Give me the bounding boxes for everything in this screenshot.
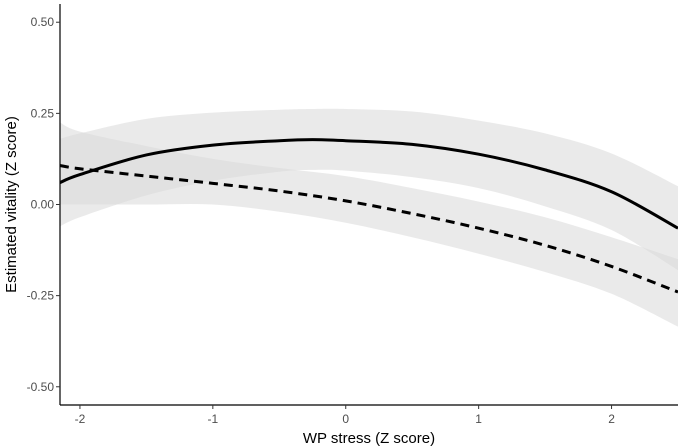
- ticks: -2 -1 0 1 2 -0.50 -0.25 0.00 0.25 0.50: [27, 15, 616, 426]
- confidence-band-1: [60, 108, 678, 271]
- x-tick-label: 1: [475, 412, 482, 426]
- y-tick-label: -0.25: [27, 289, 55, 303]
- y-axis-title: Estimated vitality (Z score): [3, 116, 20, 293]
- series-line-solid: [60, 138, 678, 230]
- series-lines: [60, 138, 678, 294]
- x-axis-title: WP stress (Z score): [303, 430, 435, 447]
- y-tick-label: -0.50: [27, 380, 55, 394]
- confidence-band-2: [60, 122, 678, 327]
- series-line-dashed: [60, 164, 678, 294]
- x-tick-label: -1: [208, 412, 219, 426]
- y-tick-label: 0.50: [31, 15, 55, 29]
- x-tick-label: -2: [75, 412, 86, 426]
- confidence-bands: [60, 108, 678, 327]
- y-tick-label: 0.00: [31, 198, 55, 212]
- x-tick-label: 2: [608, 412, 615, 426]
- y-tick-label: 0.25: [31, 106, 55, 120]
- x-tick-label: 0: [342, 412, 349, 426]
